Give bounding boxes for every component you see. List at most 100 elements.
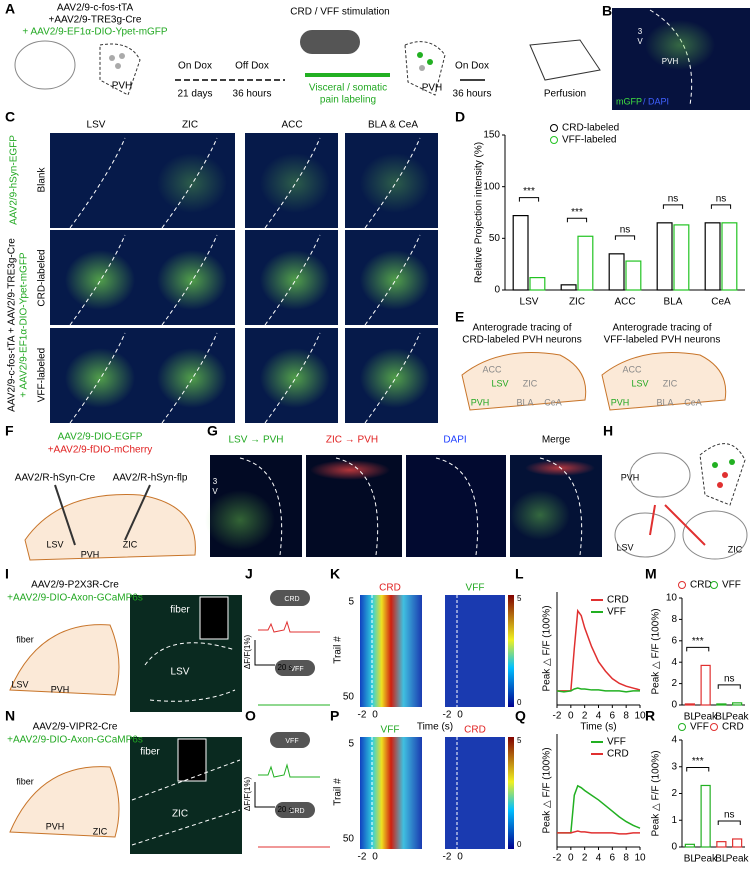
significance-bracket (711, 205, 730, 209)
fluorescence (360, 348, 430, 408)
y-tick-label: 4 (671, 657, 677, 668)
label: BLA (516, 397, 533, 407)
label: +AAV2/9-fDIO-mCherry (48, 445, 153, 456)
label: ZIC (172, 809, 188, 820)
label: 5 (348, 597, 354, 608)
micrograph (50, 133, 143, 228)
label: V (637, 37, 643, 46)
x-tick-label: 2 (582, 853, 588, 864)
panel-letter: L (515, 566, 524, 582)
x-tick-label: Peak (726, 854, 750, 864)
panel-letter: Q (515, 708, 526, 724)
x-tick-label: 8 (623, 853, 629, 864)
label: AAV2/9-DIO-EGFP (58, 432, 143, 443)
label: PVH (81, 549, 100, 559)
panel-letter: J (245, 566, 253, 582)
legend-label: CRD (607, 595, 629, 606)
label: LSV (631, 378, 648, 388)
line-series (557, 688, 640, 692)
bar (705, 223, 720, 290)
significance-label: ns (620, 224, 631, 235)
line-series (557, 786, 640, 833)
label: ZIC (728, 544, 743, 554)
fluorescence (260, 348, 330, 408)
y-tick-label: 0 (671, 700, 677, 711)
panel-letter: O (245, 708, 256, 724)
bar (733, 703, 742, 705)
label: BLA (656, 397, 673, 407)
label: LSV (171, 667, 190, 678)
y-axis-label: Peak △ F/F (100%) (542, 747, 553, 833)
label: pain labeling (320, 95, 376, 106)
x-tick-label: 8 (623, 711, 629, 722)
label: CeA (684, 397, 702, 407)
x-tick-label: 6 (610, 853, 616, 864)
significance-bracket (567, 218, 586, 222)
label: PVH (611, 397, 630, 407)
legend-swatch (679, 724, 686, 731)
label: 0 (517, 698, 522, 707)
label: LSV (11, 679, 28, 689)
x-tick-label: 4 (596, 711, 602, 722)
label: fiber (16, 634, 34, 644)
panel-letter: A (5, 1, 15, 17)
x-axis-label: Time (s) (580, 722, 616, 733)
significance-label: *** (692, 636, 704, 647)
y-tick-label: 10 (666, 593, 678, 604)
label: fiber (170, 605, 190, 616)
y-tick-label: 1 (671, 815, 677, 826)
label: CRD-labeled (37, 249, 48, 306)
x-tick-label: 4 (596, 853, 602, 864)
x-tick-label: 6 (610, 711, 616, 722)
significance-bracket (718, 685, 740, 689)
label: fiber (16, 776, 34, 786)
label: AAV2/9-VIPR2-Cre (33, 722, 118, 733)
bar (685, 704, 694, 705)
label: 21 days (177, 89, 212, 100)
significance-label: ns (724, 674, 735, 685)
label: + AAV2/9-EF1α-DIO-Ypet-mGFP (19, 252, 30, 398)
label: 50 (343, 834, 355, 845)
label: -2 (358, 852, 367, 863)
bar (674, 225, 689, 290)
significance-label: *** (523, 186, 535, 197)
label: AAV2/R-hSyn-Cre (15, 473, 96, 484)
fluorescence (65, 250, 135, 310)
y-tick-label: 150 (483, 130, 500, 141)
significance-label: *** (571, 207, 583, 218)
label: 0 (457, 710, 463, 721)
label: CRD (379, 583, 401, 594)
legend-label: VFF (607, 607, 626, 618)
panel-letter: B (602, 3, 612, 19)
label: Anterograde tracing of (613, 323, 712, 334)
bar (701, 665, 710, 705)
label: VFF-labeled PVH neurons (604, 335, 721, 346)
bar (657, 223, 672, 290)
x-tick-label: 0 (568, 853, 574, 864)
significance-label: ns (716, 193, 727, 204)
label: Blank (37, 166, 48, 192)
bar (578, 236, 593, 290)
label: 5 (348, 739, 354, 750)
label: LSV → PVH (228, 435, 283, 446)
label: CRD / VFF stimulation (290, 7, 389, 18)
bar (733, 839, 742, 847)
label: 0 (457, 852, 463, 863)
bar (530, 278, 545, 290)
label: Visceral / somatic (309, 83, 387, 94)
fluorescence (157, 153, 227, 213)
y-tick-label: 4 (671, 735, 677, 746)
y-tick-label: 8 (671, 614, 677, 625)
y-tick-label: 0 (671, 842, 677, 853)
x-tick-label: -2 (553, 853, 562, 864)
label: 3 (213, 477, 218, 486)
significance-label: ns (668, 193, 679, 204)
significance-bracket (687, 647, 709, 651)
panel-letter: P (330, 708, 339, 724)
label: PVH (662, 57, 679, 66)
label: ACC (622, 364, 642, 374)
x-tick-label: 2 (582, 711, 588, 722)
label: ΔF/F(1%) (243, 635, 252, 670)
label: -2 (443, 852, 452, 863)
bar (685, 844, 694, 847)
